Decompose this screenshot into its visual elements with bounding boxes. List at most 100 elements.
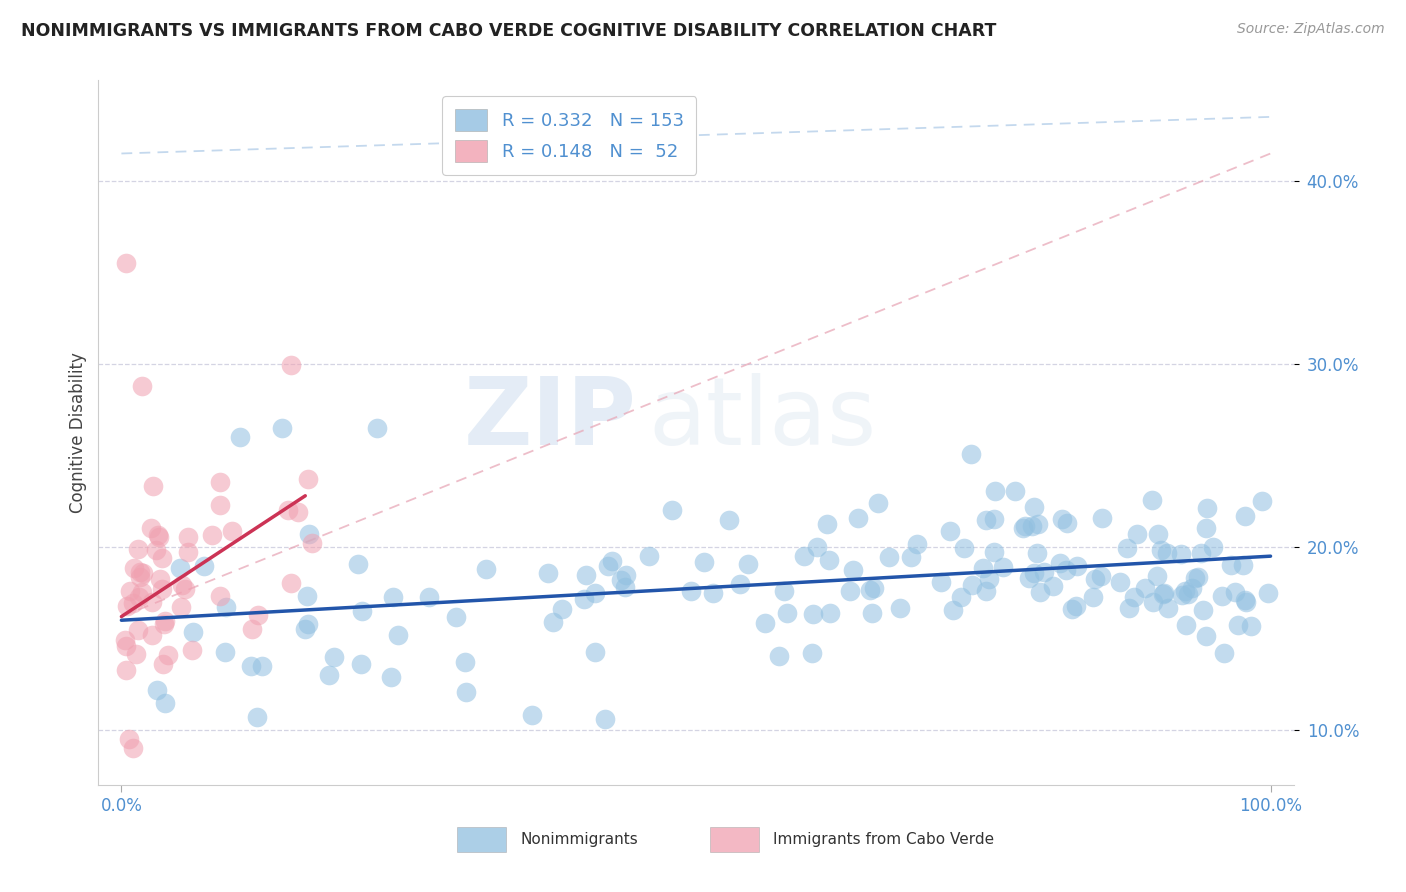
Point <box>842 563 865 577</box>
Point <box>1146 569 1168 583</box>
Point <box>127 624 149 638</box>
Point <box>806 540 828 554</box>
Point <box>596 558 619 573</box>
Point <box>520 708 543 723</box>
Point <box>129 565 152 579</box>
Point <box>221 524 243 538</box>
Point <box>170 578 193 592</box>
Point <box>114 663 136 677</box>
Point <box>1109 574 1132 589</box>
Point <box>1251 493 1274 508</box>
Point <box>350 657 373 671</box>
Point <box>583 586 606 600</box>
Point <box>176 530 198 544</box>
Point <box>270 421 292 435</box>
Point <box>475 562 498 576</box>
Point <box>297 473 319 487</box>
Point <box>1022 500 1045 514</box>
Point <box>148 530 170 544</box>
Point <box>1195 501 1218 516</box>
Point <box>173 582 195 596</box>
Text: Immigrants from Cabo Verde: Immigrants from Cabo Verde <box>773 832 994 847</box>
Point <box>983 512 1005 526</box>
Point <box>1184 570 1206 584</box>
Point <box>1026 517 1049 532</box>
Text: ZIP: ZIP <box>464 373 637 465</box>
Point <box>537 566 560 580</box>
Point <box>889 601 911 615</box>
Point <box>298 527 321 541</box>
Point <box>575 568 598 582</box>
Point <box>456 684 478 698</box>
Point <box>1170 547 1192 561</box>
Point <box>1060 602 1083 616</box>
Point <box>609 573 631 587</box>
Point <box>150 551 173 566</box>
Point <box>815 517 838 532</box>
Point <box>900 550 922 565</box>
Point <box>1133 581 1156 595</box>
Point <box>702 585 724 599</box>
Point <box>181 624 204 639</box>
Point <box>1156 546 1178 560</box>
Point <box>974 584 997 599</box>
Point <box>1195 629 1218 643</box>
Point <box>1004 484 1026 499</box>
Point <box>114 639 136 653</box>
Point <box>950 591 973 605</box>
Point <box>1021 519 1043 533</box>
Point <box>1033 565 1056 579</box>
Point <box>280 575 302 590</box>
Point <box>1025 546 1047 560</box>
Point <box>817 553 839 567</box>
Point <box>1118 600 1140 615</box>
Point <box>1142 594 1164 608</box>
Point <box>737 557 759 571</box>
Point <box>242 622 264 636</box>
Point <box>115 599 138 614</box>
Point <box>863 581 886 595</box>
Point <box>1232 558 1254 573</box>
Point <box>1140 493 1163 508</box>
Point <box>141 628 163 642</box>
Point <box>1213 646 1236 660</box>
Point <box>1191 603 1213 617</box>
Point <box>177 545 200 559</box>
Point <box>1223 585 1246 599</box>
Point <box>1018 571 1040 585</box>
Point <box>543 615 565 629</box>
Point <box>583 645 606 659</box>
Point <box>1189 546 1212 560</box>
Point <box>454 655 477 669</box>
Point <box>380 670 402 684</box>
Point <box>1177 587 1199 601</box>
Point <box>614 568 637 582</box>
Point <box>209 498 232 512</box>
Point <box>1066 599 1088 614</box>
Point <box>150 582 173 597</box>
Point <box>1171 588 1194 602</box>
Point <box>718 513 741 527</box>
Point <box>1233 508 1256 523</box>
Point <box>1081 590 1104 604</box>
Point <box>1150 543 1173 558</box>
Point <box>152 657 174 671</box>
Point <box>953 541 976 555</box>
Point <box>793 549 815 563</box>
Point <box>1052 512 1074 526</box>
Point <box>294 623 316 637</box>
Text: NONIMMIGRANTS VS IMMIGRANTS FROM CABO VERDE COGNITIVE DISABILITY CORRELATION CHA: NONIMMIGRANTS VS IMMIGRANTS FROM CABO VE… <box>21 22 997 40</box>
Point <box>551 602 574 616</box>
Point <box>145 543 167 558</box>
Point <box>1066 558 1088 573</box>
Point <box>350 604 373 618</box>
Point <box>193 559 215 574</box>
Point <box>139 520 162 534</box>
Point <box>572 592 595 607</box>
Point <box>366 421 388 435</box>
Point <box>127 541 149 556</box>
Point <box>929 574 952 589</box>
Point <box>1042 579 1064 593</box>
Point <box>1257 586 1279 600</box>
Point <box>1049 556 1071 570</box>
